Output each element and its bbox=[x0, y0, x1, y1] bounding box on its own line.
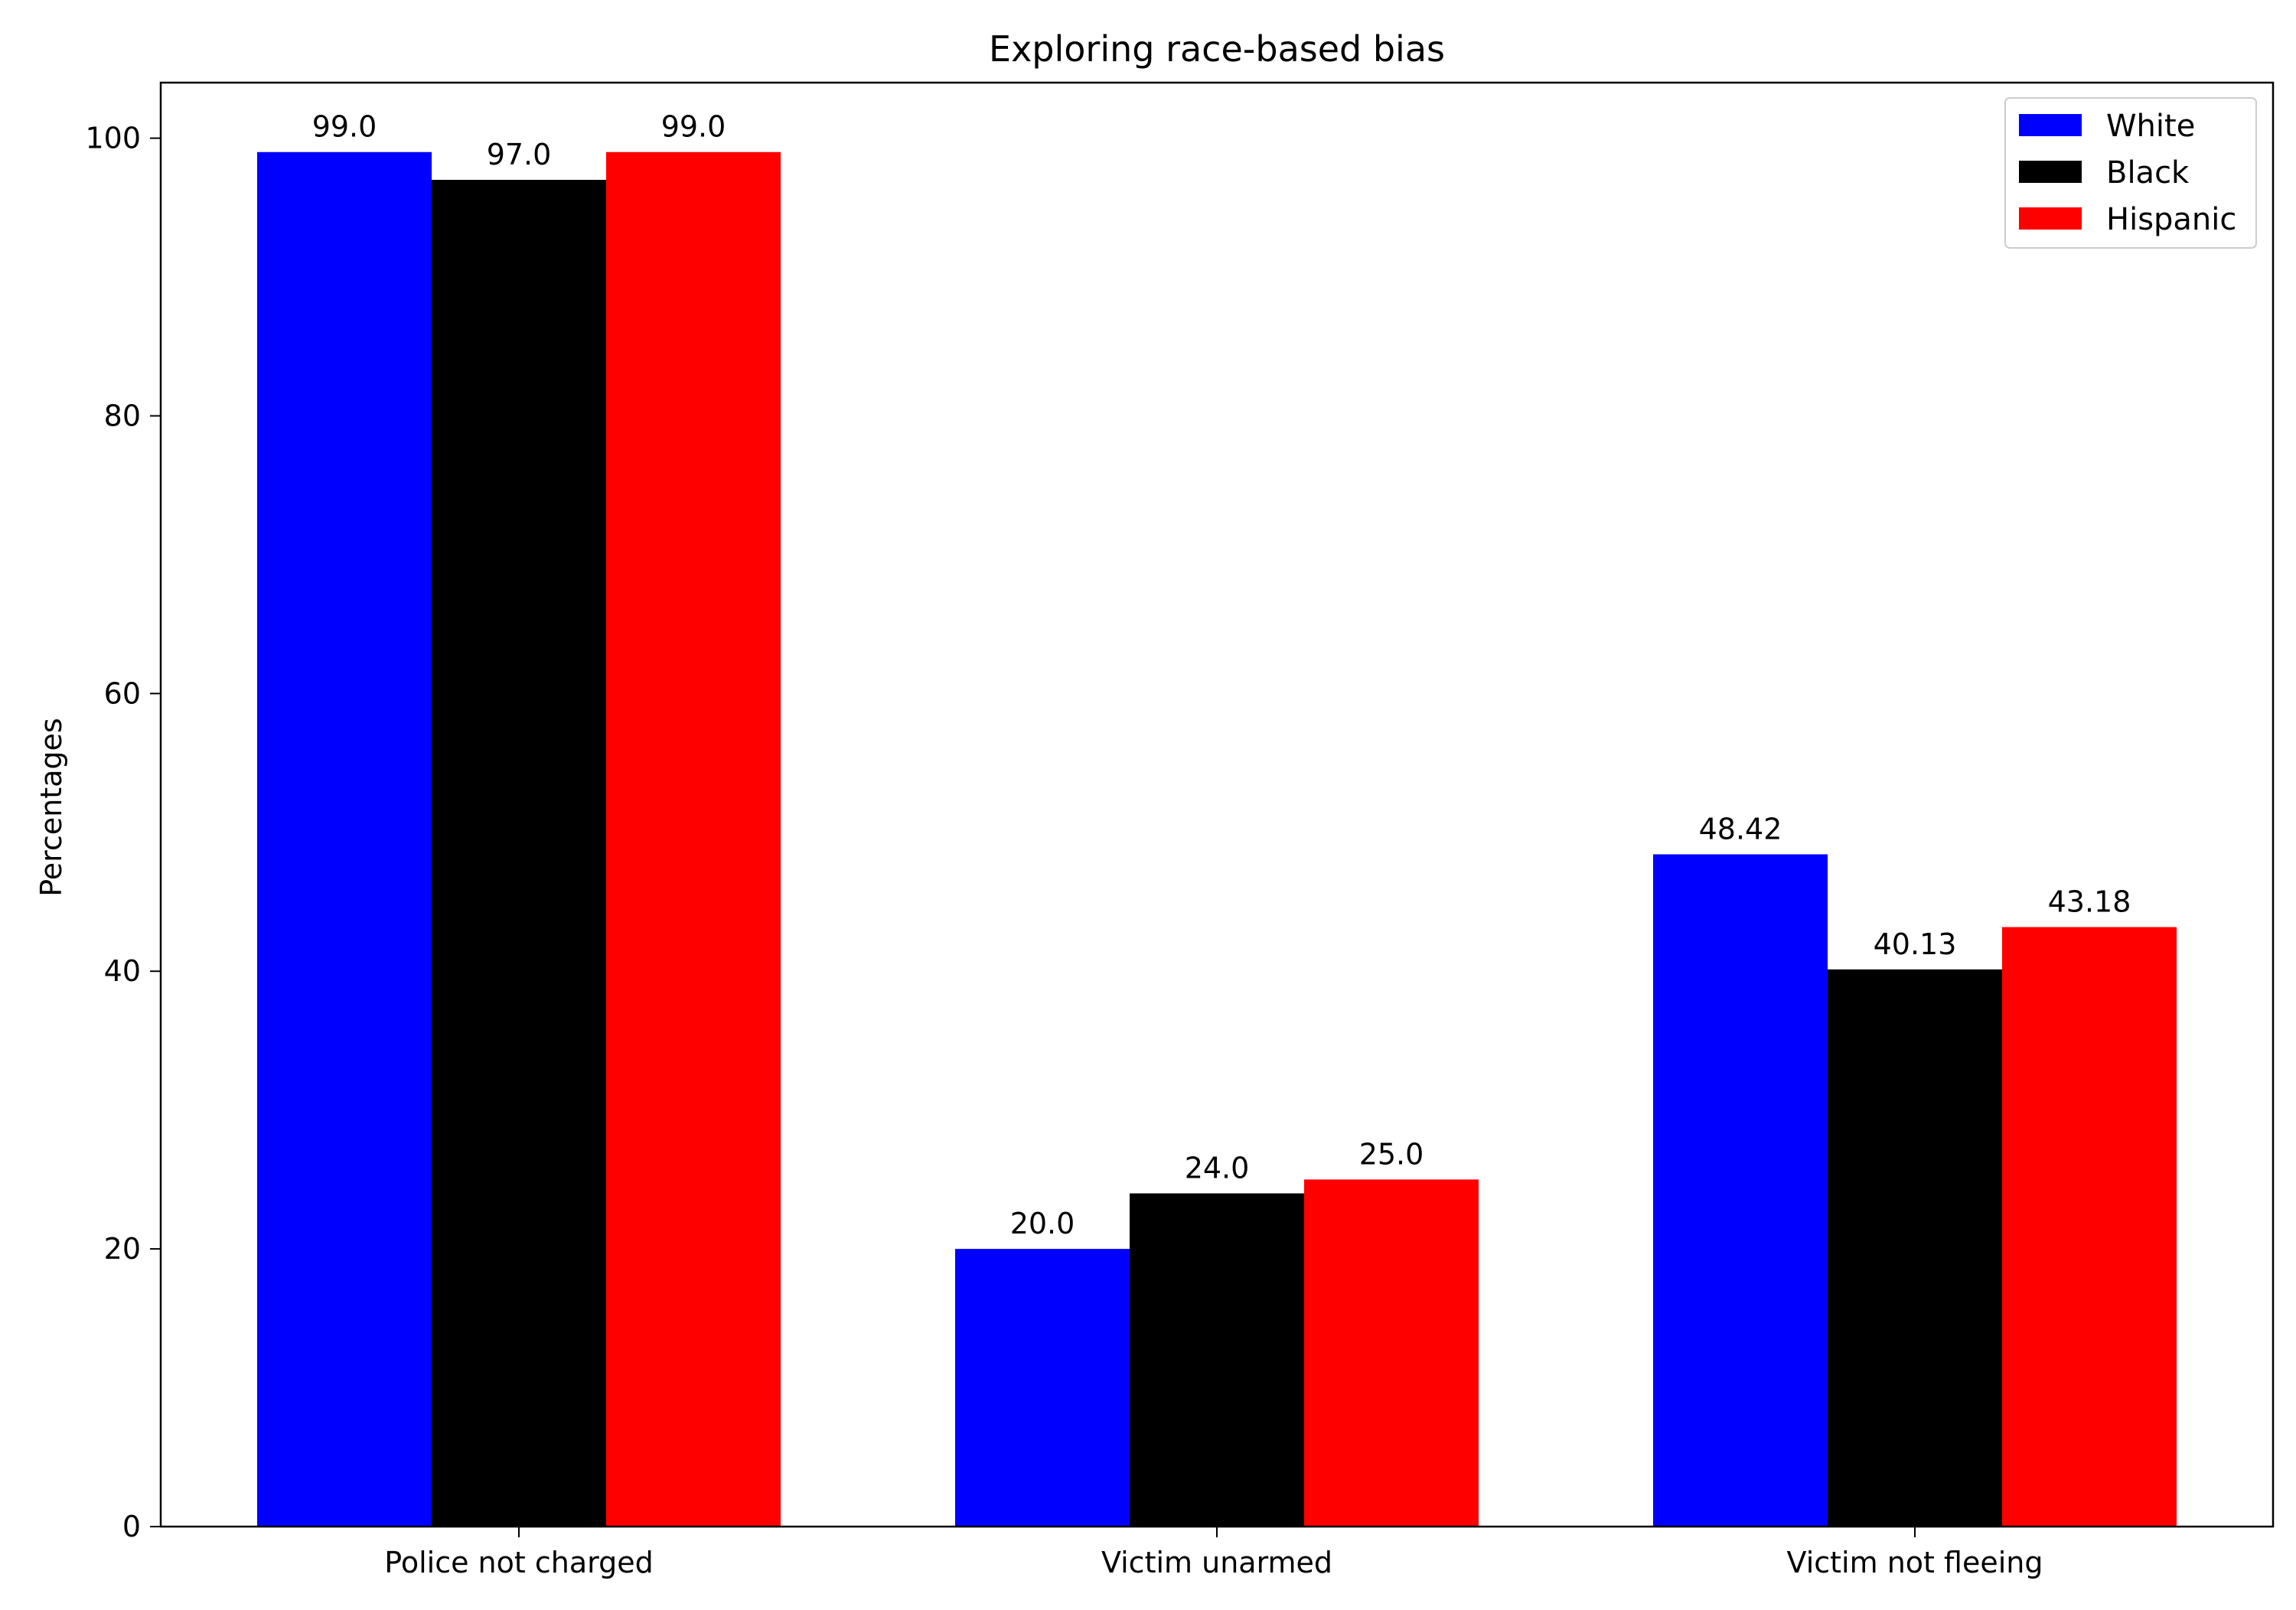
bar-hispanic-police-not-charged bbox=[606, 152, 781, 1527]
bar-black-victim-unarmed bbox=[1130, 1193, 1304, 1527]
data-label-black-police-not-charged: 97.0 bbox=[487, 138, 552, 171]
bar-hispanic-victim-unarmed bbox=[1304, 1179, 1479, 1527]
axes-layer: Police not charged Victim unarmed Victim n… bbox=[85, 81, 2275, 1579]
data-label-black-victim-unarmed: 24.0 bbox=[1185, 1152, 1250, 1185]
x-tick-label-victim-not-fleeing: Victim not fleeing bbox=[1787, 1546, 2043, 1579]
data-label-hispanic-police-not-charged: 99.0 bbox=[661, 110, 726, 144]
y-tick-label-80: 80 bbox=[104, 399, 141, 432]
legend: White Black Hispanic bbox=[2004, 97, 2257, 249]
data-label-white-police-not-charged: 99.0 bbox=[312, 110, 377, 144]
bar-white-victim-not-fleeing bbox=[1653, 854, 1828, 1527]
y-tick-label-60: 60 bbox=[104, 676, 141, 710]
bar-black-police-not-charged bbox=[432, 180, 606, 1527]
chart-title: Exploring race-based bias bbox=[989, 28, 1445, 70]
data-labels-layer: 99.0 97.0 99.0 20.0 24.0 25.0 48.42 40.13 43.18 bbox=[312, 110, 2131, 1240]
y-axis-label: Percentages bbox=[34, 718, 68, 897]
data-label-hispanic-victim-unarmed: 25.0 bbox=[1359, 1137, 1424, 1171]
data-label-white-victim-unarmed: 20.0 bbox=[1010, 1207, 1075, 1240]
y-tick-label-0: 0 bbox=[122, 1510, 141, 1543]
legend-swatch-black bbox=[2019, 161, 2082, 183]
y-tick-label-40: 40 bbox=[104, 954, 141, 988]
legend-label-black: Black bbox=[2106, 155, 2190, 191]
data-label-white-victim-not-fleeing: 48.42 bbox=[1699, 812, 1782, 846]
y-tick-label-20: 20 bbox=[104, 1232, 141, 1266]
data-label-hispanic-victim-not-fleeing: 43.18 bbox=[2048, 885, 2131, 919]
legend-label-hispanic: Hispanic bbox=[2106, 202, 2236, 237]
legend-swatch-hispanic bbox=[2019, 207, 2082, 230]
legend-label-white: White bbox=[2106, 109, 2195, 144]
bars-layer bbox=[257, 152, 2177, 1527]
bar-black-victim-not-fleeing bbox=[1828, 969, 2002, 1527]
bar-hispanic-victim-not-fleeing bbox=[2002, 927, 2177, 1527]
data-label-black-victim-not-fleeing: 40.13 bbox=[1874, 927, 1957, 961]
legend-swatch-white bbox=[2019, 114, 2082, 136]
x-tick-label-police-not-charged: Police not charged bbox=[384, 1546, 653, 1579]
bar-white-police-not-charged bbox=[257, 152, 432, 1527]
bar-white-victim-unarmed bbox=[955, 1249, 1130, 1527]
x-tick-label-victim-unarmed: Victim unarmed bbox=[1101, 1546, 1332, 1579]
y-tick-label-100: 100 bbox=[85, 122, 141, 155]
plot-frame bbox=[159, 81, 2275, 1528]
